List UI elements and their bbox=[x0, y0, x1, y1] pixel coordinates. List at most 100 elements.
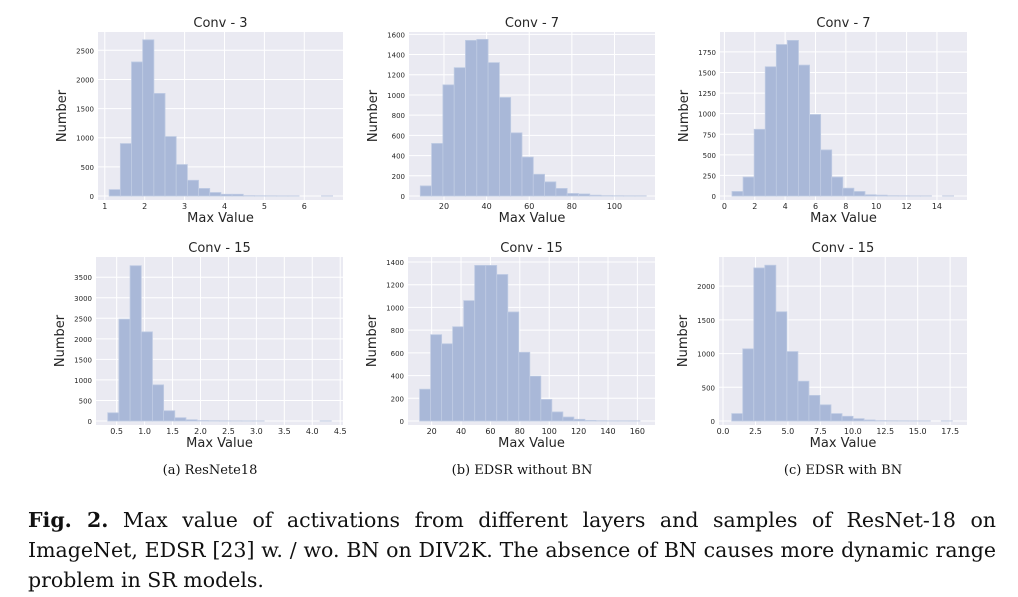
y-tick-label: 2500 bbox=[74, 315, 92, 323]
histogram-bar bbox=[578, 193, 591, 197]
histogram-bar bbox=[544, 181, 557, 197]
x-tick-label: 100 bbox=[542, 427, 557, 436]
histogram-bar bbox=[518, 351, 531, 422]
histogram-bar bbox=[853, 191, 866, 197]
chart-title: Conv - 7 bbox=[816, 16, 870, 31]
x-tick-label: 0 bbox=[722, 202, 727, 211]
y-tick-label: 1000 bbox=[697, 351, 715, 359]
y-tick-label: 1750 bbox=[698, 49, 716, 57]
histogram-bar bbox=[540, 399, 553, 422]
histogram-bar bbox=[753, 267, 766, 422]
y-tick-label: 250 bbox=[703, 172, 716, 180]
x-tick-label: 2 bbox=[142, 202, 147, 211]
histogram-bar bbox=[129, 265, 142, 422]
histogram-bar bbox=[419, 388, 432, 422]
histogram-bar bbox=[555, 188, 568, 197]
y-tick-label: 1500 bbox=[76, 106, 94, 114]
y-tick-label: 1000 bbox=[386, 304, 404, 312]
histogram-bar bbox=[742, 348, 755, 422]
histogram-bar bbox=[529, 375, 542, 422]
y-tick-label: 2000 bbox=[76, 76, 94, 84]
histogram-bar bbox=[742, 176, 755, 197]
y-tick-label: 3000 bbox=[74, 295, 92, 303]
x-tick-label: 60 bbox=[524, 202, 534, 211]
x-tick-label: 120 bbox=[571, 427, 586, 436]
histogram-bar bbox=[498, 97, 512, 197]
histogram-bar bbox=[142, 39, 155, 197]
histogram-bar bbox=[174, 417, 187, 422]
y-tick-label: 800 bbox=[392, 112, 405, 120]
chart-title: Conv - 15 bbox=[500, 241, 562, 256]
histogram-bar bbox=[175, 164, 188, 197]
histogram-bar bbox=[864, 194, 877, 197]
histogram-bar bbox=[131, 61, 144, 197]
x-tick-label: 5.0 bbox=[782, 427, 795, 436]
histogram-bar bbox=[521, 156, 534, 197]
histogram-bar bbox=[573, 418, 586, 422]
y-tick-label: 0 bbox=[712, 193, 716, 201]
x-tick-label: 3 bbox=[182, 202, 187, 211]
x-tick-label: 1.0 bbox=[138, 427, 151, 436]
x-tick-label: 17.5 bbox=[941, 427, 959, 436]
y-tick-label: 1500 bbox=[74, 356, 92, 364]
x-tick-label: 80 bbox=[515, 427, 525, 436]
y-tick-label: 1000 bbox=[76, 135, 94, 143]
histogram-bar bbox=[119, 143, 132, 197]
histogram-bar bbox=[753, 128, 766, 197]
histogram-bar bbox=[775, 311, 788, 422]
x-tick-label: 12.5 bbox=[876, 427, 894, 436]
subcaption-c: (c) EDSR with BN bbox=[783, 463, 903, 478]
subcaption-a: (a) ResNete18 bbox=[162, 463, 258, 478]
y-tick-label: 1200 bbox=[386, 282, 404, 290]
y-tick-label: 1400 bbox=[387, 52, 405, 60]
x-tick-label: 40 bbox=[456, 427, 466, 436]
y-tick-label: 200 bbox=[392, 173, 405, 181]
caption-label: Fig. 2. bbox=[28, 508, 109, 532]
x-tick-label: 2 bbox=[752, 202, 757, 211]
x-tick-label: 6 bbox=[302, 202, 307, 211]
y-tick-label: 1600 bbox=[387, 31, 405, 39]
histogram-bar bbox=[809, 114, 822, 197]
y-tick-label: 0 bbox=[711, 418, 715, 426]
histogram-bar bbox=[164, 136, 177, 197]
histogram-bar bbox=[108, 189, 121, 197]
histogram-bar bbox=[852, 418, 865, 422]
chart-title: Conv - 7 bbox=[505, 16, 559, 31]
histogram-bar bbox=[487, 62, 500, 197]
x-tick-label: 3.0 bbox=[250, 427, 263, 436]
histogram-bar bbox=[863, 419, 876, 422]
histogram-bar bbox=[798, 64, 810, 197]
figure-caption: Fig. 2. Max value of activations from di… bbox=[28, 505, 996, 595]
x-tick-label: 20 bbox=[439, 202, 449, 211]
y-tick-label: 0 bbox=[400, 418, 404, 426]
y-tick-label: 500 bbox=[703, 152, 716, 160]
subcaption-b: (b) EDSR without BN bbox=[451, 463, 593, 478]
y-tick-label: 1400 bbox=[386, 259, 404, 267]
histogram-bar bbox=[465, 39, 478, 197]
histogram-bar bbox=[463, 300, 476, 422]
histogram-bar bbox=[419, 185, 432, 197]
y-tick-label: 600 bbox=[392, 132, 405, 140]
histogram-bar bbox=[875, 194, 888, 197]
histogram-bar bbox=[107, 412, 120, 422]
y-tick-label: 1250 bbox=[698, 90, 716, 98]
histogram-bar bbox=[185, 419, 198, 422]
x-tick-label: 3.5 bbox=[278, 427, 291, 436]
x-tick-label: 80 bbox=[567, 202, 577, 211]
y-tick-label: 1000 bbox=[387, 92, 405, 100]
histogram-bar bbox=[452, 326, 465, 422]
x-tick-label: 4 bbox=[222, 202, 227, 211]
y-axis-label: Number bbox=[677, 89, 692, 142]
histogram-bar bbox=[584, 420, 597, 422]
y-axis-label: Number bbox=[53, 314, 68, 367]
x-tick-label: 4.0 bbox=[306, 427, 319, 436]
x-tick-label: 20 bbox=[427, 427, 437, 436]
x-tick-label: 160 bbox=[630, 427, 645, 436]
histogram-bar bbox=[731, 191, 744, 197]
histogram-bar bbox=[140, 331, 153, 422]
histogram-bar bbox=[430, 334, 443, 422]
histogram-bar bbox=[152, 384, 165, 422]
histogram-panel: 20 40 60 80 10002004006008001000120014001600… bbox=[366, 16, 655, 226]
y-axis-label: Number bbox=[676, 314, 691, 367]
y-tick-label: 400 bbox=[391, 373, 404, 381]
